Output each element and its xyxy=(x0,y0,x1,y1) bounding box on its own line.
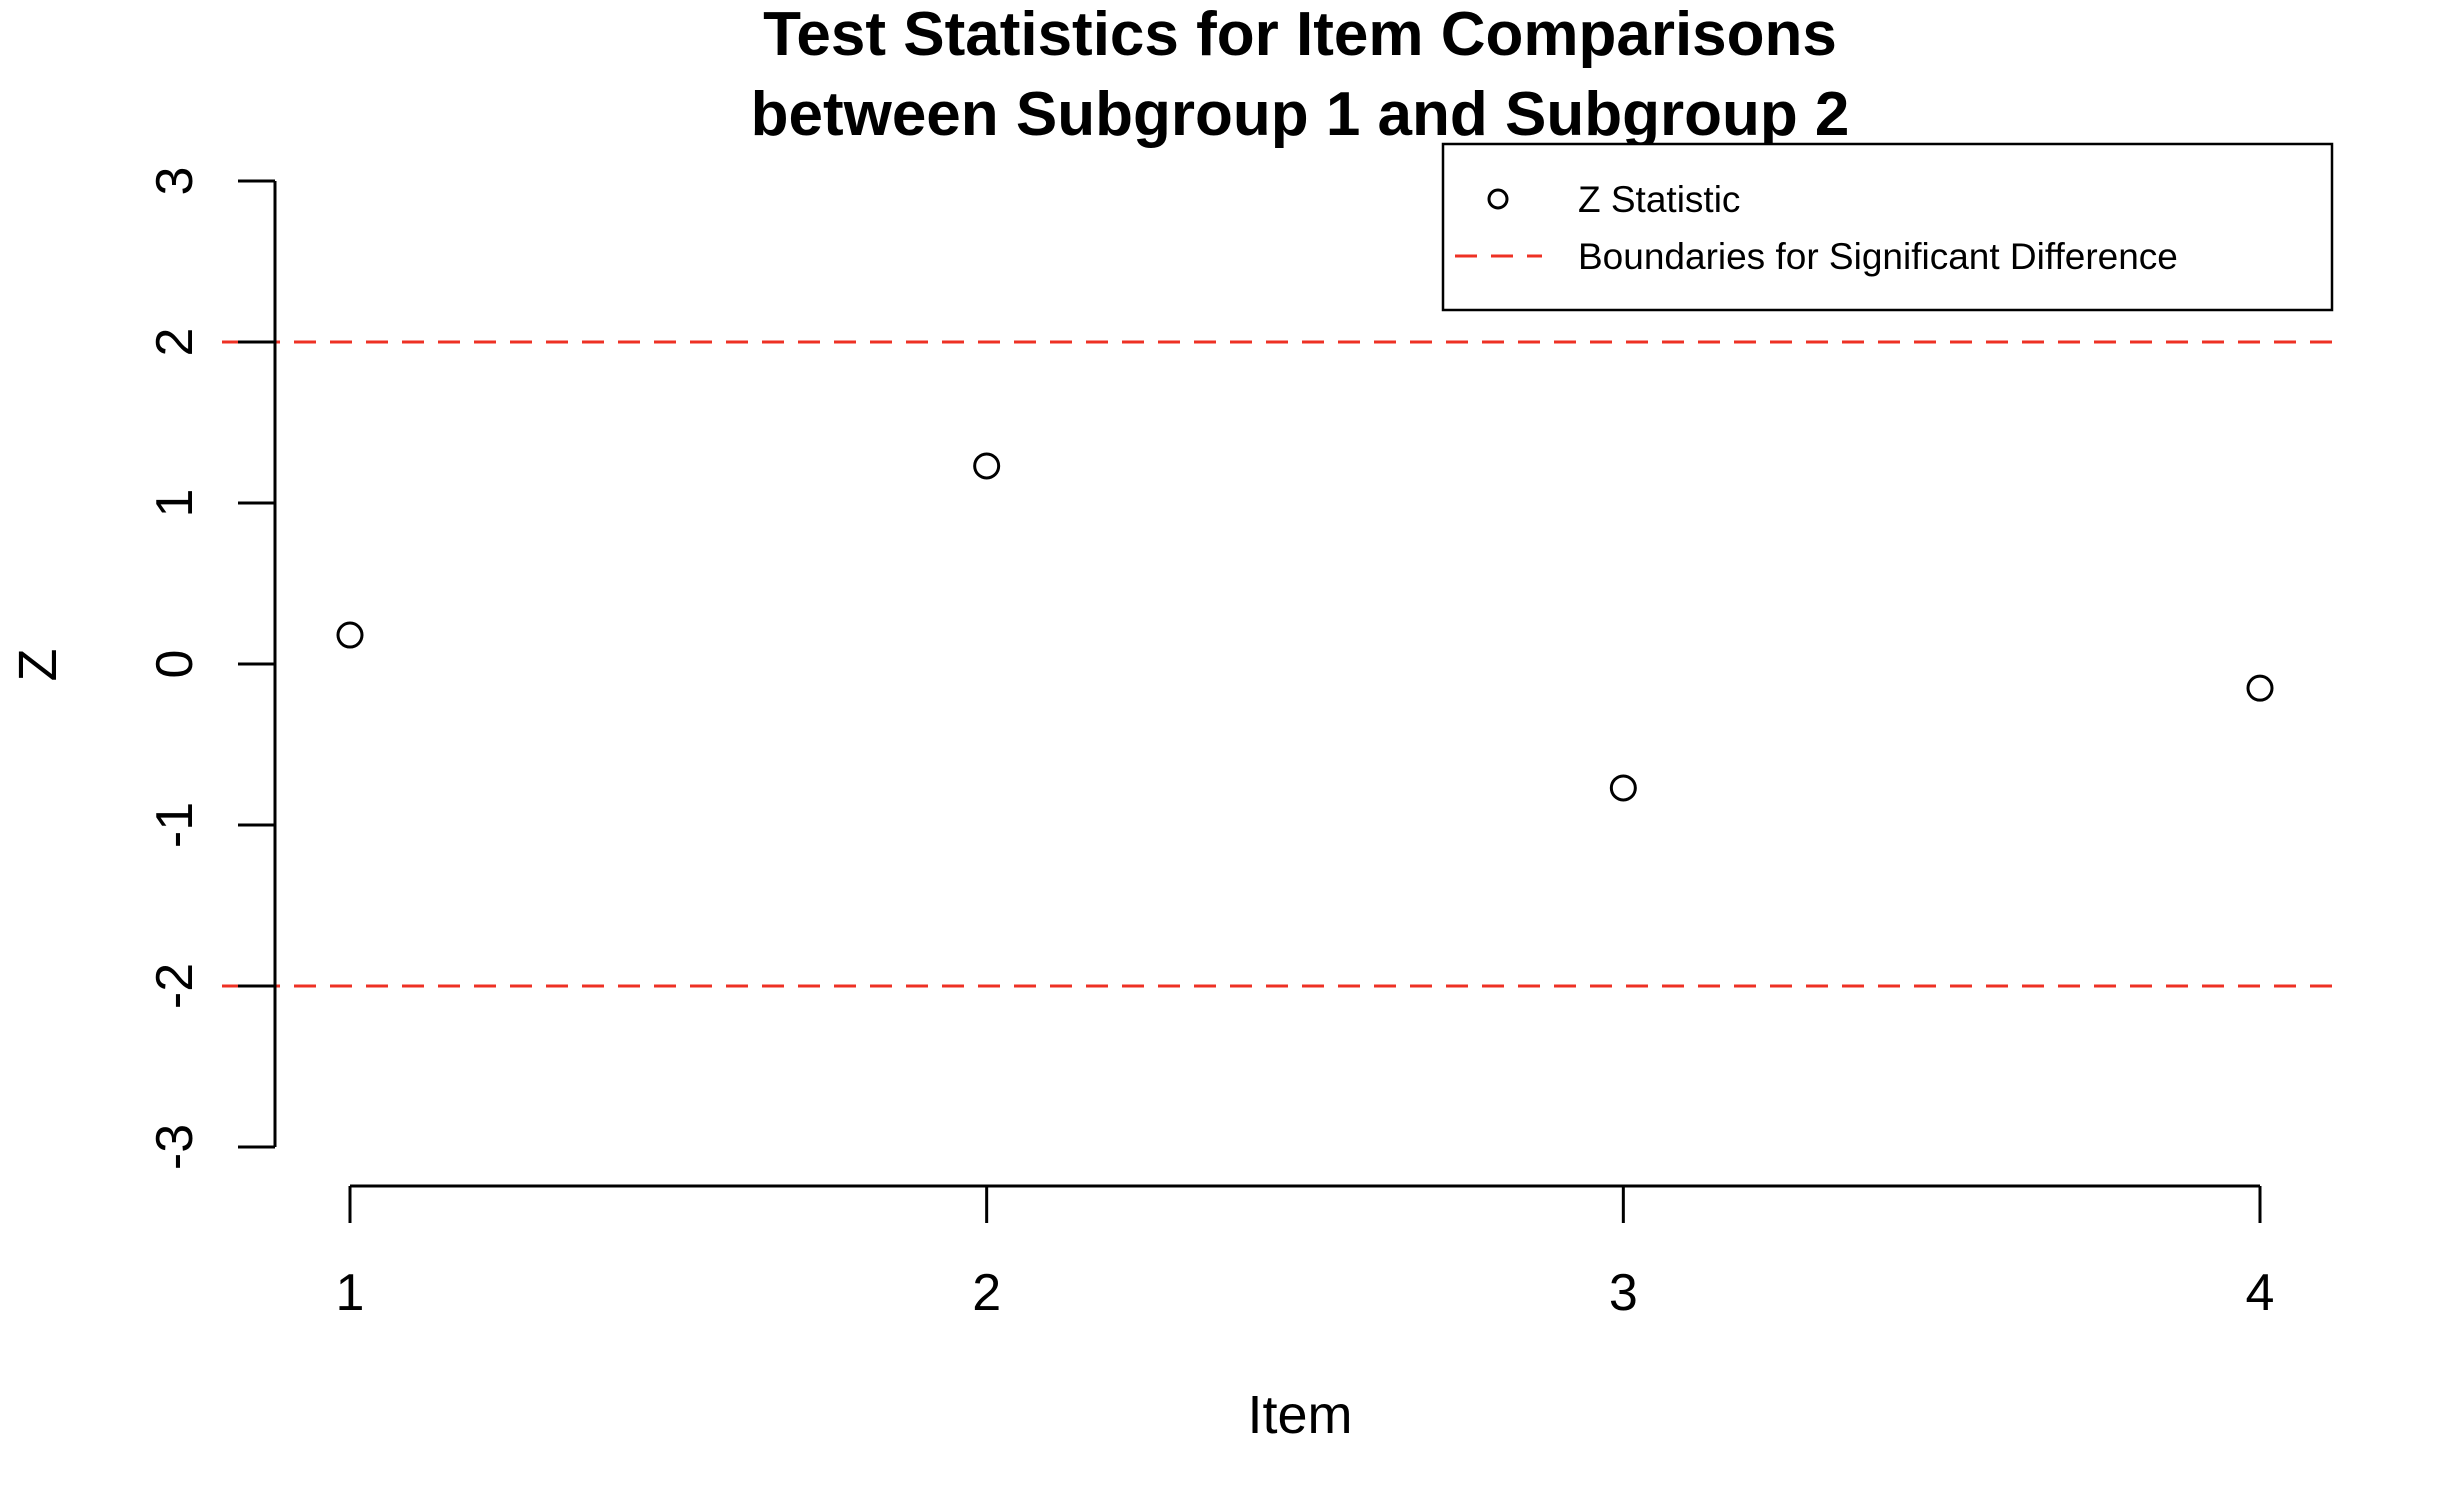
y-tick-label: 1 xyxy=(146,489,204,518)
legend-marker-z-statistic xyxy=(1487,188,1509,210)
legend: Z Statistic Boundaries for Significant D… xyxy=(1441,142,2334,312)
data-point xyxy=(1609,774,1637,802)
y-axis-label: Z xyxy=(8,649,68,682)
data-points xyxy=(336,452,2274,802)
legend-label-z-statistic: Z Statistic xyxy=(1578,179,1740,220)
x-tick-label: 3 xyxy=(1609,1264,1638,1322)
reference-lines xyxy=(222,340,2338,988)
y-tick-label: -2 xyxy=(146,963,204,1009)
legend-box xyxy=(1441,142,2334,312)
y-tick-label: -3 xyxy=(146,1124,204,1170)
x-tick-label: 4 xyxy=(2246,1264,2275,1322)
x-tick-label: 2 xyxy=(972,1264,1001,1322)
data-point xyxy=(2246,674,2274,702)
y-tick-label: -1 xyxy=(146,802,204,848)
y-tick-label: 2 xyxy=(146,328,204,357)
x-axis-label: Item xyxy=(1247,1385,1352,1445)
x-tick-label: 1 xyxy=(336,1264,365,1322)
legend-label-boundaries: Boundaries for Significant Difference xyxy=(1578,236,2178,277)
data-point xyxy=(336,621,364,649)
y-axis: -3 -2 -1 0 1 2 3 xyxy=(146,167,277,1170)
chart-title-line-2: between Subgroup 1 and Subgroup 2 xyxy=(751,80,1850,149)
y-tick-label: 0 xyxy=(146,650,204,679)
y-tick-label: 3 xyxy=(146,167,204,196)
chart-title-line-1: Test Statistics for Item Comparisons xyxy=(763,0,1837,69)
data-point xyxy=(973,452,1001,480)
x-axis: 1 2 3 4 xyxy=(336,1184,2275,1322)
